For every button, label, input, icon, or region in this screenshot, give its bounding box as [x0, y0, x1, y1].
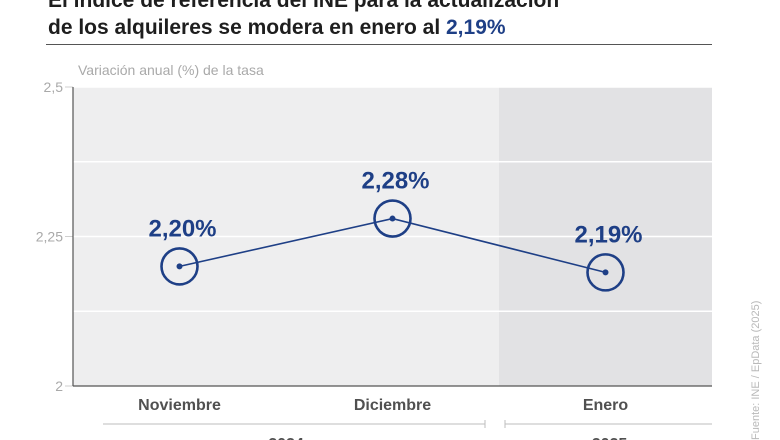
data-point	[602, 269, 609, 276]
y-tick-label: 2	[55, 378, 63, 394]
data-label: 2,19%	[574, 221, 642, 248]
category-label: Diciembre	[354, 397, 431, 414]
data-point	[389, 215, 396, 222]
category-label: Noviembre	[138, 397, 221, 414]
data-point	[176, 263, 183, 270]
y-tick-label: 2,25	[36, 229, 63, 245]
chart-title-line2-prefix: de los alquileres se modera en enero al	[48, 16, 446, 39]
data-point-ring	[373, 199, 412, 238]
chart-title-line1: El índice de referencia del INE para la …	[48, 0, 560, 12]
title-divider	[46, 44, 712, 45]
chart-title: El índice de referencia del INE para la …	[48, 0, 728, 41]
data-label: 2,20%	[148, 215, 216, 242]
data-point-ring	[160, 247, 199, 286]
category-label: Enero	[583, 397, 629, 414]
year-label: 2025	[592, 436, 628, 440]
data-label: 2,28%	[361, 168, 429, 195]
y-tick-label: 2,5	[44, 79, 64, 95]
chart-title-highlight: 2,19%	[446, 16, 506, 39]
chart-title-line2: de los alquileres se modera en enero al …	[48, 14, 728, 41]
year-label: 2024	[268, 436, 304, 440]
data-point-ring	[586, 253, 625, 292]
chart-subtitle: Variación anual (%) de la tasa	[78, 62, 264, 78]
